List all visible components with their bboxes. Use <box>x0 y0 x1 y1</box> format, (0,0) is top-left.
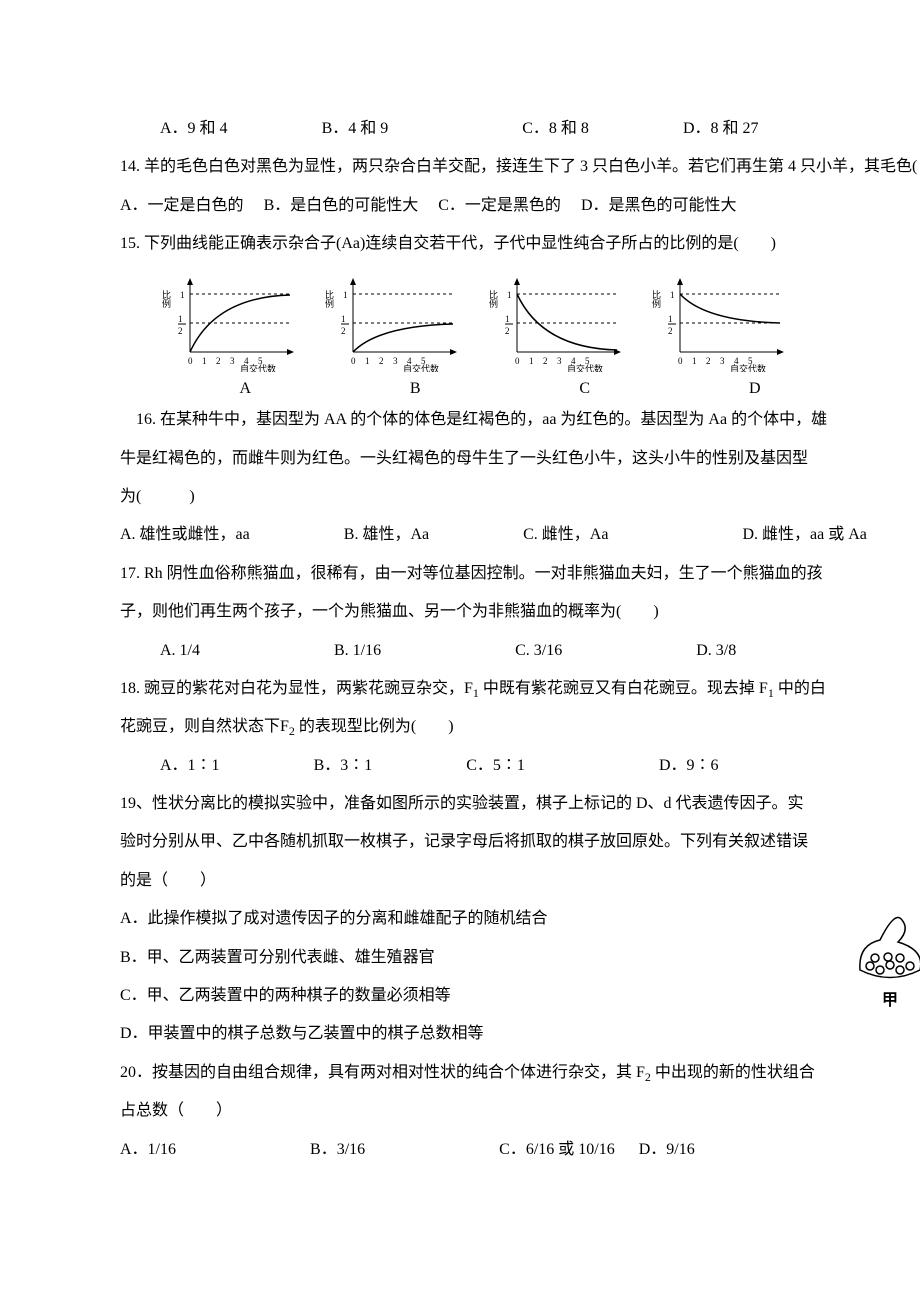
q16-opt-a: A. 雄性或雌性，aa <box>120 526 250 543</box>
q14-options: A．一定是白色的 B．是白色的可能性大 C．一定是黑色的 D．是黑色的可能性大 <box>120 187 920 225</box>
q15-label-b: B <box>410 376 421 402</box>
q15-stem: 15. 下列曲线能正确表示杂合子(Aa)连续自交若干代，子代中显性纯合子所占的比… <box>120 225 920 263</box>
q19-stem-2: 验时分别从甲、乙中各随机抓取一枚棋子，记录字母后将抓取的棋子放回原处。下列有关叙… <box>120 823 920 861</box>
svg-text:1: 1 <box>365 356 370 366</box>
svg-text:0: 0 <box>188 356 193 366</box>
q20-opt-a: A．1/16 <box>120 1141 176 1158</box>
svg-text:1: 1 <box>507 290 512 300</box>
q15-label-c: C <box>579 376 590 402</box>
svg-text:3: 3 <box>393 356 398 366</box>
q19-bag-left-label: 甲 <box>882 990 898 1012</box>
svg-text:1: 1 <box>692 356 697 366</box>
svg-text:自交代数: 自交代数 <box>403 363 439 372</box>
svg-text:2: 2 <box>379 356 384 366</box>
q14-opt-d: D．是黑色的可能性大 <box>581 197 737 214</box>
q15-charts: 比例 1 12 012345 自交代数 比例 <box>160 272 800 372</box>
q19-figure: 甲 乙 <box>840 900 920 1012</box>
q20-opt-d: D．9/16 <box>639 1141 695 1158</box>
svg-text:1: 1 <box>668 314 673 324</box>
q14-opt-a: A．一定是白色的 <box>120 197 244 214</box>
svg-text:自交代数: 自交代数 <box>567 363 603 372</box>
svg-text:1: 1 <box>670 290 675 300</box>
q16-opt-c: C. 雌性，Aa <box>523 526 608 543</box>
svg-text:3: 3 <box>720 356 725 366</box>
svg-text:1: 1 <box>341 314 346 324</box>
q15-chart-d: 比例 1 12 012345 自交代数 <box>650 272 800 372</box>
q20-stem-2: 占总数（ ） <box>120 1092 920 1130</box>
q14-opt-c: C．一定是黑色的 <box>438 197 561 214</box>
xlab: 自交代数 <box>240 363 276 372</box>
svg-text:0: 0 <box>678 356 683 366</box>
q13-opt-a: A．9 和 4 <box>160 120 228 137</box>
svg-text:3: 3 <box>557 356 562 366</box>
svg-text:1: 1 <box>178 314 183 324</box>
q17-stem-1: 17. Rh 阴性血俗称熊猫血，很稀有，由一对等位基因控制。一对非熊猫血夫妇，生… <box>120 555 920 593</box>
svg-text:1: 1 <box>180 290 185 300</box>
q13-opt-d: D．8 和 27 <box>683 120 759 137</box>
svg-text:2: 2 <box>505 326 510 336</box>
q16-stem-3: 为( ) <box>120 478 920 516</box>
q18-stem-1: 18. 豌豆的紫花对白花为显性，两紫花豌豆杂交，F1 中既有紫花豌豆又有白花豌豆… <box>120 670 920 708</box>
svg-text:1: 1 <box>202 356 207 366</box>
q17-options: A. 1/4 B. 1/16 C. 3/16 D. 3/8 <box>120 632 920 670</box>
svg-text:1: 1 <box>343 290 348 300</box>
q18-opt-c: C．5∶1 <box>466 757 525 774</box>
q18-opt-b: B．3∶1 <box>314 757 373 774</box>
q17-opt-d: D. 3/8 <box>696 642 736 659</box>
svg-text:1: 1 <box>505 314 510 324</box>
q17-opt-c: C. 3/16 <box>515 642 562 659</box>
q18-options: A．1∶1 B．3∶1 C．5∶1 D．9∶6 <box>120 747 920 785</box>
q19-opt-a: A．此操作模拟了成对遗传因子的分离和雌雄配子的随机结合 <box>120 900 840 938</box>
q19-opt-b: B．甲、乙两装置可分别代表雌、雄生殖器官 <box>120 939 840 977</box>
q20-opt-b: B．3/16 <box>310 1141 365 1158</box>
q16-opt-b: B. 雄性，Aa <box>344 526 429 543</box>
svg-text:1: 1 <box>529 356 534 366</box>
q18-opt-a: A．1∶1 <box>160 757 220 774</box>
q20-stem-1: 20．按基因的自由组合规律，具有两对相对性状的纯合个体进行杂交，其 F2 中出现… <box>120 1054 920 1092</box>
q13-opt-b: B．4 和 9 <box>322 120 389 137</box>
q20-opt-c: C．6/16 或 10/16 <box>499 1141 615 1158</box>
svg-text:0: 0 <box>515 356 520 366</box>
svg-text:0: 0 <box>351 356 356 366</box>
q19-stem-1: 19、性状分离比的模拟实验中，准备如图所示的实验装置，棋子上标记的 D、d 代表… <box>120 785 920 823</box>
q18-opt-d: D．9∶6 <box>659 757 719 774</box>
svg-text:比例: 比例 <box>324 288 334 308</box>
q15-label-a: A <box>239 376 251 402</box>
q19-opt-d: D．甲装置中的棋子总数与乙装置中的棋子总数相等 <box>120 1015 840 1053</box>
ylab: 比例 <box>161 288 171 308</box>
q15-chart-c: 比例 1 12 012345 自交代数 <box>487 272 637 372</box>
q17-stem-2: 子，则他们再生两个孩子，一个为熊猫血、另一个为非熊猫血的概率为( ) <box>120 593 920 631</box>
q15-chart-a: 比例 1 12 012345 自交代数 <box>160 272 310 372</box>
svg-text:2: 2 <box>543 356 548 366</box>
q15-label-d: D <box>749 376 761 402</box>
q18-stem-2: 花豌豆，则自然状态下F2 的表现型比例为( ) <box>120 708 920 746</box>
svg-text:2: 2 <box>668 326 673 336</box>
svg-text:自交代数: 自交代数 <box>730 363 766 372</box>
q17-opt-b: B. 1/16 <box>334 642 381 659</box>
svg-text:比例: 比例 <box>488 288 498 308</box>
svg-text:2: 2 <box>706 356 711 366</box>
q15-chart-b: 比例 1 12 012345 自交代数 <box>323 272 473 372</box>
q16-stem-1: 16. 在某种牛中，基因型为 AA 的个体的体色是红褐色的，aa 为红色的。基因… <box>120 401 920 439</box>
svg-text:3: 3 <box>230 356 235 366</box>
svg-text:2: 2 <box>178 326 183 336</box>
svg-text:比例: 比例 <box>651 288 661 308</box>
q20-options: A．1/16 B．3/16 C．6/16 或 10/16 D．9/16 <box>120 1131 920 1169</box>
q14-opt-b: B．是白色的可能性大 <box>264 197 419 214</box>
q17-opt-a: A. 1/4 <box>160 642 200 659</box>
q19-stem-3: 的是（ ） <box>120 862 920 900</box>
q15-labels: A B C D <box>160 376 840 402</box>
svg-text:2: 2 <box>216 356 221 366</box>
q13-options: A．9 和 4 B．4 和 9 C．8 和 8 D．8 和 27 <box>120 110 920 148</box>
svg-text:2: 2 <box>341 326 346 336</box>
q13-opt-c: C．8 和 8 <box>522 120 589 137</box>
q14-stem: 14. 羊的毛色白色对黑色为显性，两只杂合白羊交配，接连生下了 3 只白色小羊。… <box>120 148 920 186</box>
q16-options: A. 雄性或雌性，aa B. 雄性，Aa C. 雌性，Aa D. 雌性，aa 或… <box>120 516 920 554</box>
q16-opt-d: D. 雌性，aa 或 Aa <box>742 526 866 543</box>
q19-opt-c: C．甲、乙两装置中的两种棋子的数量必须相等 <box>120 977 840 1015</box>
q16-stem-2: 牛是红褐色的，而雌牛则为红色。一头红褐色的母牛生了一头红色小牛，这头小牛的性别及… <box>120 440 920 478</box>
